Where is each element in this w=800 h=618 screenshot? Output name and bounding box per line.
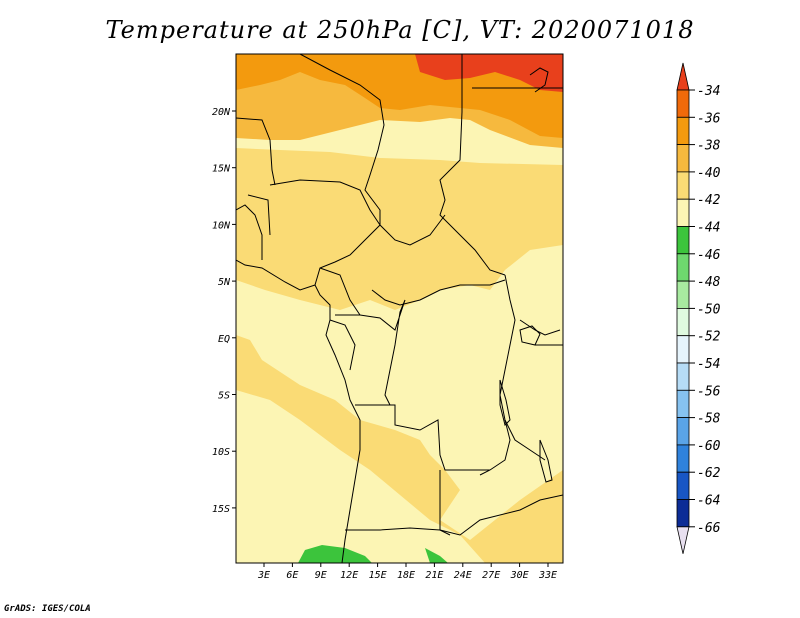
field-44-patch-1 [298, 545, 372, 563]
lat-tick-label: 10N [212, 220, 231, 231]
colorbar-label: -64 [697, 494, 720, 509]
colorbar-swatch [676, 362, 690, 391]
lon-tick-label: 27E [482, 570, 500, 581]
border-congo-drc [335, 299, 406, 406]
lake-malawi [539, 439, 553, 483]
lon-tick-label: 24E [454, 570, 472, 581]
colorbar-label: -50 [697, 302, 721, 317]
colorbar-swatch [676, 116, 690, 146]
colorbar-label: -66 [697, 521, 721, 536]
lon-tick-label: 6E [286, 570, 298, 581]
colorbar-label: -58 [697, 412, 721, 427]
political-boundaries [236, 54, 563, 563]
lat-tick-label: EQ [218, 334, 230, 345]
colorbar-swatch [676, 226, 690, 255]
colorbar-label: -48 [697, 275, 721, 290]
lon-tick-label: 18E [397, 570, 415, 581]
red-sea-coast [529, 67, 549, 93]
border-gabon [329, 319, 356, 371]
colorbar-swatch [676, 499, 690, 528]
lat-tick-label: 15N [212, 164, 231, 175]
colorbar-swatch [676, 198, 690, 227]
lon-tick-label: 33E [538, 570, 557, 581]
colorbar-swatch [676, 89, 690, 118]
colorbar-label: -44 [697, 221, 720, 236]
colorbar-swatch [676, 389, 690, 418]
lat-tick-label: 5S [218, 391, 230, 402]
lat-tick-label: 5N [218, 277, 231, 288]
colorbar-swatch [676, 444, 690, 473]
longitude-axis: 3E 6E 9E 12E 15E 18E 21E 24E 27E 30E 33E [257, 563, 557, 581]
border-east-lakes [504, 319, 563, 461]
colorbar-swatch [676, 171, 690, 200]
colorbar-label: -34 [697, 84, 720, 99]
grads-credit: GrADS: IGES/COLA [4, 604, 91, 614]
border-libya-sudan [439, 54, 506, 276]
colorbar-label: -46 [697, 248, 721, 263]
lat-tick-label: 15S [212, 504, 230, 515]
colorbar-swatch [676, 417, 690, 446]
border-car-south [371, 279, 506, 306]
colorbar-label: -52 [697, 330, 721, 345]
lon-tick-label: 21E [425, 570, 443, 581]
field-40-lower [236, 335, 563, 563]
lon-tick-label: 3E [257, 570, 270, 581]
colorbar: -34 -36 -38 -40 -42 -44 -46 -48 -50 -52 -54 -56 -58 -… [676, 62, 721, 554]
field-40-mid [236, 148, 563, 310]
colorbar-bottom-arrow [676, 526, 690, 554]
colorbar-swatch [676, 253, 690, 282]
field-34 [415, 54, 563, 92]
latitude-axis: 20N 15N 10N 5N EQ 5S 10S 15S [212, 107, 236, 515]
lon-tick-label: 15E [369, 570, 387, 581]
lon-tick-label: 12E [340, 570, 358, 581]
lon-tick-label: 30E [510, 570, 529, 581]
lat-tick-label: 10S [212, 447, 230, 458]
lon-tick-label: 9E [315, 570, 327, 581]
colorbar-label: -54 [697, 357, 720, 372]
map-frame [235, 53, 564, 564]
lat-tick-label: 20N [212, 107, 231, 118]
colorbar-label: -36 [697, 111, 721, 126]
colorbar-label: -42 [697, 193, 721, 208]
colorbar-swatch [676, 335, 690, 364]
border-zambia [439, 470, 563, 536]
colorbar-top-arrow [676, 62, 690, 91]
border-angola [355, 404, 490, 471]
lake-tanganyika [499, 379, 511, 426]
border-angola-south [345, 527, 451, 536]
colorbar-swatch [676, 280, 690, 309]
map-title: Temperature at 250hPa [C], VT: 202007101… [105, 16, 695, 44]
colorbar-label: -38 [697, 139, 721, 154]
border-car-north [379, 214, 446, 246]
lake-victoria [519, 325, 541, 346]
coastline-west-africa [236, 259, 361, 563]
temperature-field [236, 54, 563, 563]
colorbar-swatch [676, 471, 690, 500]
border-cameroon [319, 267, 361, 316]
border-west-guinea [236, 194, 271, 260]
colorbar-swatch [676, 307, 690, 337]
colorbar-label: -60 [697, 439, 721, 454]
border-mali [236, 117, 276, 186]
colorbar-label: -40 [697, 166, 721, 181]
colorbar-label: -62 [697, 466, 721, 481]
colorbar-swatch [676, 144, 690, 173]
field-44-patch-2 [425, 548, 448, 563]
colorbar-label: -56 [697, 384, 721, 399]
border-chad-niger [299, 54, 385, 225]
